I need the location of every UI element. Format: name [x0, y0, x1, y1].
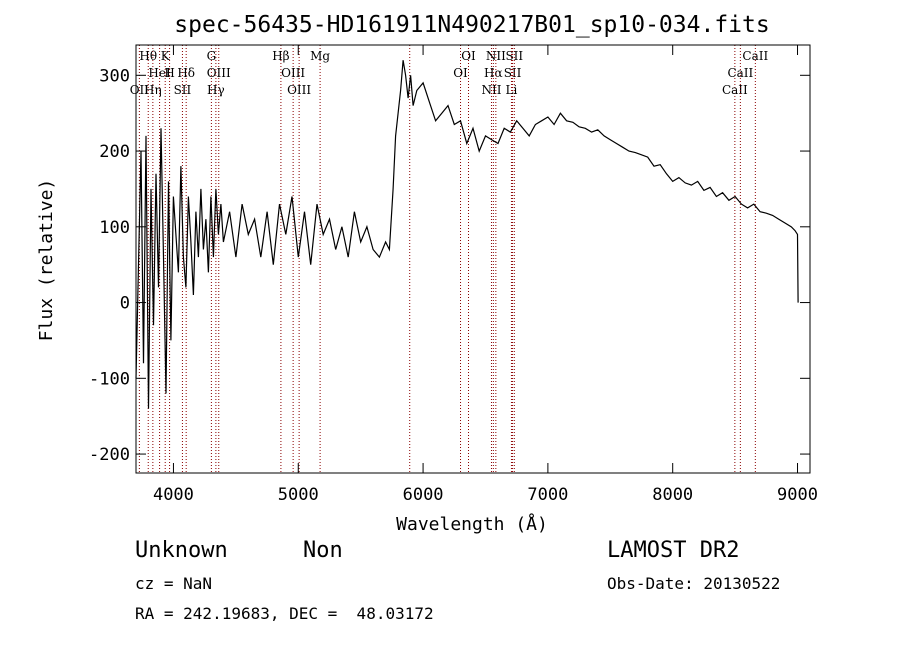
x-tick-label: 9000 — [777, 485, 818, 505]
spectral-line-label: NII — [486, 49, 506, 63]
y-tick-label: -100 — [89, 369, 130, 389]
spectral-line-label: SII — [505, 49, 523, 63]
spectral-line-label: SII — [504, 66, 522, 80]
spectral-line-label: CaII — [727, 66, 753, 80]
y-tick-label: 200 — [99, 142, 130, 162]
coordinates-text: RA = 242.19683, DEC = 48.03172 — [135, 604, 434, 623]
x-axis-label: Wavelength (Å) — [396, 513, 548, 535]
plot-frame — [135, 44, 811, 474]
spectral-line-label: G — [207, 49, 217, 63]
spectral-line-label: H — [164, 66, 174, 80]
x-tick-label: 7000 — [527, 485, 568, 505]
object-subclass: Non — [303, 538, 343, 563]
spectral-line-label: Hθ — [139, 49, 157, 63]
spectral-line-label: Hβ — [272, 49, 289, 63]
spectral-line-label: OIII — [281, 66, 305, 80]
spectral-line-label: OIII — [287, 83, 311, 97]
y-tick-label: 300 — [99, 66, 130, 86]
y-tick-label: -200 — [89, 445, 130, 465]
spectral-line-label: CaII — [722, 83, 748, 97]
axis-ticks: 4000 5000 6000 7000 8000 9000 -200 -100 0 100 200 3… — [89, 45, 818, 505]
spectral-line-label: NII — [481, 83, 501, 97]
spectral-line-label: Hα — [484, 66, 503, 80]
object-class: Unknown — [135, 538, 228, 563]
spectrum-line — [135, 60, 799, 409]
spectral-line-label: CaII — [742, 49, 768, 63]
spectral-line-label: Li — [506, 83, 518, 97]
x-tick-label: 5000 — [278, 485, 319, 505]
spectral-line-label: Mg — [310, 49, 330, 63]
redshift-text: cz = NaN — [135, 574, 213, 593]
chart-title: spec-56435-HD161911N490217B01_sp10-034.f… — [174, 12, 769, 38]
spectral-line-label: OIII — [207, 66, 231, 80]
y-tick-label: 0 — [120, 294, 130, 314]
x-tick-label: 4000 — [153, 485, 194, 505]
survey-name: LAMOST DR2 — [607, 538, 740, 563]
spectral-line-label: Hγ — [207, 83, 225, 97]
spectral-line-label: Hη — [144, 83, 162, 97]
spectral-line-label: OII — [130, 83, 150, 97]
x-tick-label: 6000 — [403, 485, 444, 505]
y-tick-label: 100 — [99, 218, 130, 238]
spectral-line-label: OI — [453, 66, 468, 80]
y-axis-label: Flux (relative) — [36, 179, 57, 342]
spectral-line-label: SII — [174, 83, 192, 97]
spectral-line-label: Hδ — [177, 66, 195, 80]
spectral-line-label: OI — [461, 49, 476, 63]
spectral-line-label: K — [161, 49, 171, 63]
spectrum-series — [135, 60, 799, 409]
obs-date-text: Obs-Date: 20130522 — [607, 574, 781, 593]
x-tick-label: 8000 — [652, 485, 693, 505]
